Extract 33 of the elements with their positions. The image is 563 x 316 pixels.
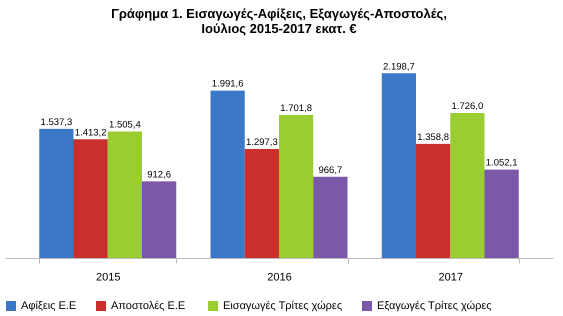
x-tick-label: 2016 xyxy=(267,272,292,284)
data-label: 1.052,1 xyxy=(486,158,518,169)
bar xyxy=(210,90,245,258)
data-label: 1.297,3 xyxy=(246,136,278,148)
data-label: 1.537,3 xyxy=(40,116,72,128)
bar xyxy=(484,170,519,258)
bar xyxy=(382,73,416,258)
legend-label: Αποστολές Ε.Ε xyxy=(111,300,186,312)
legend-label: Εξαγωγές Τρίτες χώρες xyxy=(377,300,492,312)
legend-label: Αφίξεις Ε.Ε xyxy=(21,300,76,312)
data-label: 1.701,8 xyxy=(280,103,312,114)
bar xyxy=(450,112,484,258)
x-tick-label: 2015 xyxy=(96,272,120,284)
data-label: 1.726,0 xyxy=(452,100,484,112)
text: Ιούλιος 2015-2017 εκατ. € xyxy=(201,21,357,36)
x-tick-label: 2017 xyxy=(438,272,463,284)
data-label: 1.358,8 xyxy=(417,132,449,143)
text: Γράφημα 1. Εισαγωγές-Αφίξεις, Εξαγωγές-Αποστολές, xyxy=(111,6,447,21)
bar xyxy=(244,148,279,258)
bar xyxy=(74,139,108,258)
bar xyxy=(108,132,142,258)
bar xyxy=(39,128,74,258)
data-label: 2.198,7 xyxy=(383,61,415,72)
legend-label: Εισαγωγές Τρίτες χώρες xyxy=(223,300,342,312)
data-label: 1.991,6 xyxy=(212,78,244,90)
data-label: 1.505,4 xyxy=(109,120,141,131)
bar xyxy=(142,181,176,258)
data-label: 1.413,2 xyxy=(74,127,106,138)
data-label: 912,6 xyxy=(147,169,172,180)
bar xyxy=(313,176,348,258)
bar xyxy=(416,144,450,258)
data-label: 966,7 xyxy=(318,164,342,176)
bar xyxy=(279,115,314,258)
